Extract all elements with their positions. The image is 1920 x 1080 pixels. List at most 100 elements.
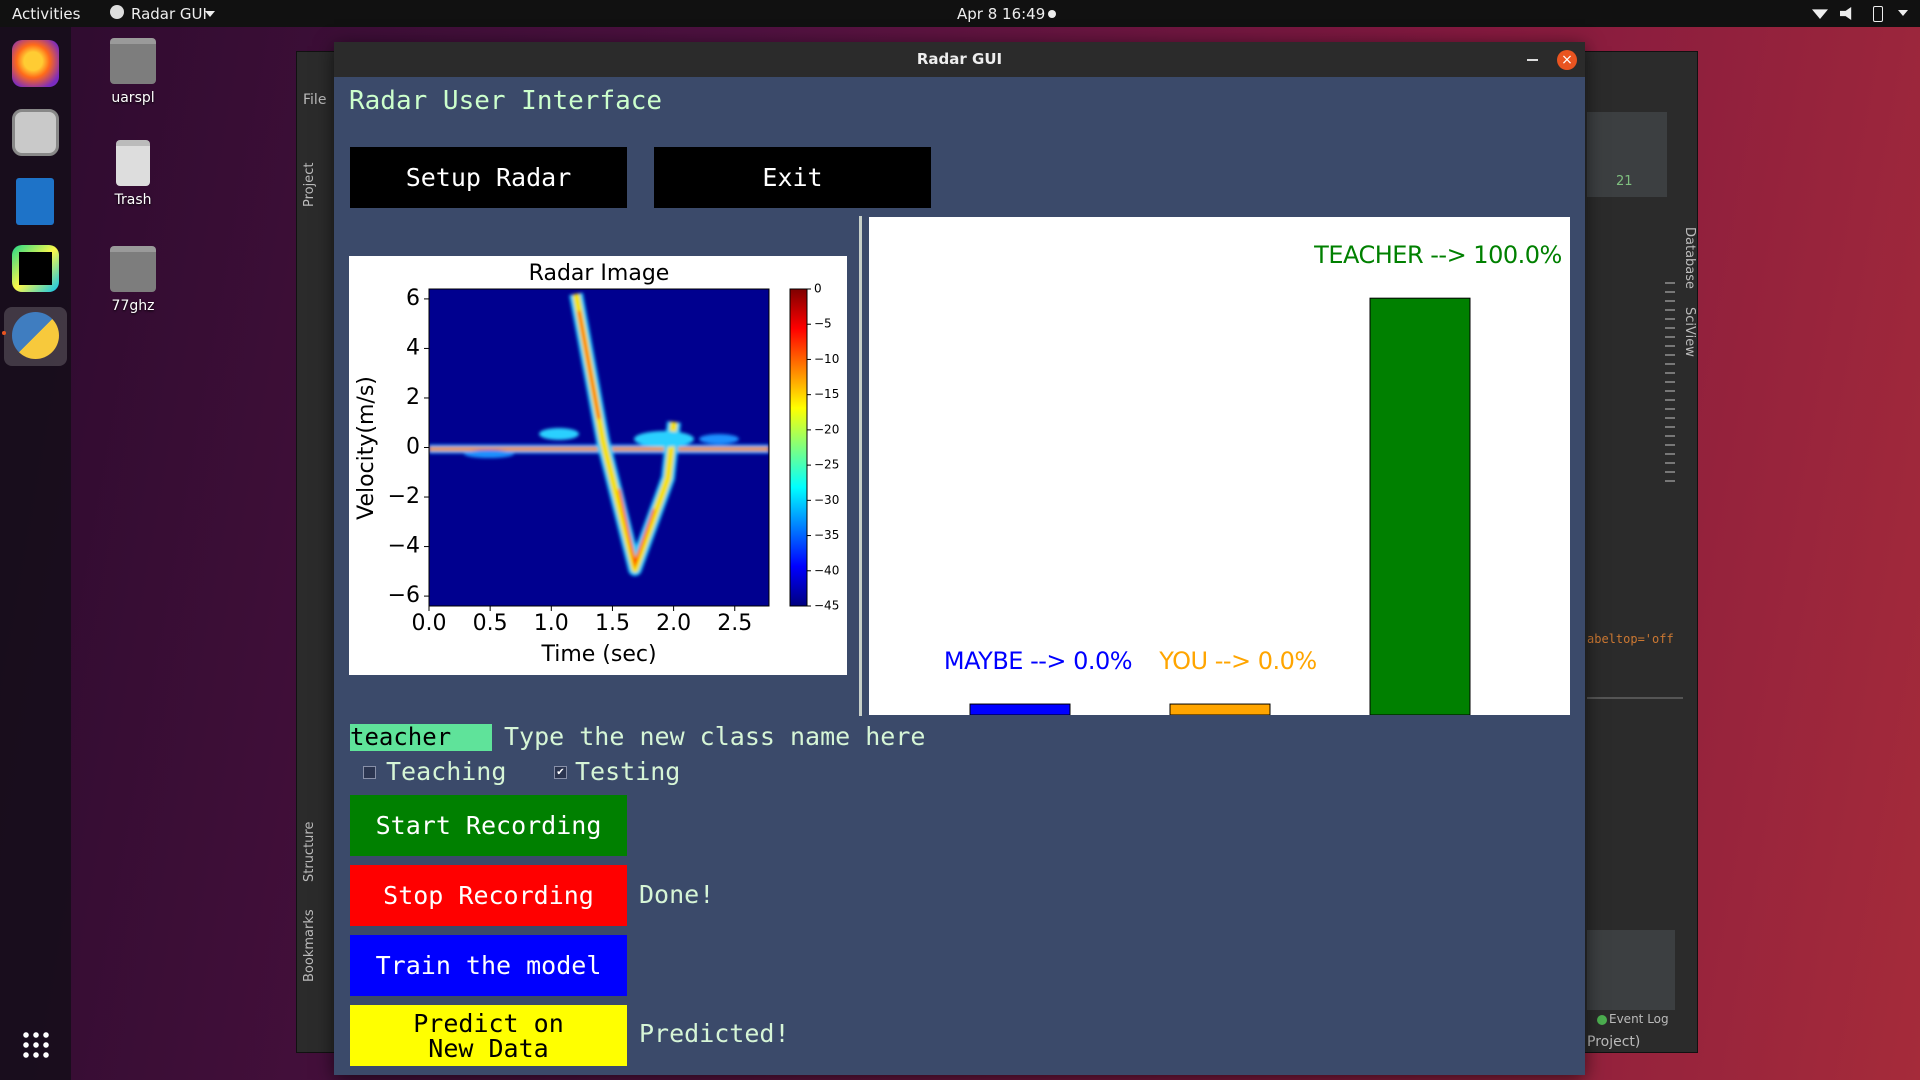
firefox-icon[interactable]	[12, 40, 59, 87]
minimize-button[interactable]	[1527, 59, 1538, 61]
teaching-checkbox[interactable]	[363, 766, 376, 779]
bar-label: MAYBE --> 0.0%	[944, 647, 1132, 675]
x-tick-label: 2.5	[717, 611, 752, 636]
colorbar-tick-label: −5	[814, 317, 832, 331]
running-indicator	[2, 331, 6, 335]
clock[interactable]: Apr 8 16:49	[957, 5, 1046, 23]
ide-side-tab[interactable]: SciView	[1682, 307, 1697, 357]
y-axis-label: Velocity(m/s)	[354, 376, 379, 520]
icon-label: uarspl	[111, 90, 155, 106]
files-icon[interactable]	[12, 109, 59, 156]
signal-speckle	[699, 434, 739, 444]
event-log-icon	[1597, 1015, 1607, 1025]
button-line: New Data	[428, 1033, 549, 1063]
x-tick-label: 1.0	[534, 611, 569, 636]
setup-radar-button[interactable]: Setup Radar	[350, 147, 627, 208]
x-tick-label: 2.0	[656, 611, 691, 636]
x-tick-label: 0.0	[412, 611, 447, 636]
icon-label: 77ghz	[111, 298, 155, 314]
show-apps-button[interactable]	[21, 1030, 51, 1060]
app-heading: Radar User Interface	[349, 86, 663, 116]
colorbar-tick-label: −20	[814, 422, 839, 436]
ide-side-tab[interactable]: Project	[302, 162, 317, 207]
checkbox-label[interactable]: Teaching	[386, 757, 507, 786]
problems-count: 21	[1616, 174, 1633, 189]
radar-image-panel: Radar Image Time (sec) Velocity(m/s) 0.0…	[349, 256, 847, 675]
class-name-entry[interactable]: teacher	[350, 724, 492, 751]
panel-separator	[859, 216, 862, 716]
prediction-chart: MAYBE --> 0.0% YOU --> 0.0% TEACHER --> 10…	[869, 217, 1570, 715]
predict-button[interactable]: Predict on New Data	[350, 1005, 627, 1066]
writer-icon[interactable]	[16, 178, 54, 225]
ide-panel	[1587, 930, 1675, 1010]
checkbox-label[interactable]: Testing	[575, 757, 681, 786]
check-mark: ✔	[556, 767, 565, 778]
y-tick-label: 4	[406, 335, 420, 360]
spectrogram-signal	[429, 292, 769, 576]
activities-button[interactable]: Activities	[12, 5, 81, 23]
folder-glyph	[110, 246, 156, 292]
app-menu[interactable]: Radar GUI	[131, 5, 207, 23]
testing-checkbox[interactable]: ✔	[554, 766, 567, 779]
wifi-icon[interactable]	[1812, 9, 1828, 19]
signal-speckle	[539, 428, 579, 440]
volume-icon[interactable]	[1840, 7, 1852, 20]
code-fragment: abeltop='off	[1587, 632, 1674, 646]
y-tick-label: −2	[388, 484, 420, 509]
colorbar-tick-label: −10	[814, 352, 839, 366]
python-icon[interactable]	[12, 312, 59, 359]
folder-glyph	[110, 38, 156, 84]
stop-status: Done!	[639, 880, 715, 909]
colorbar-tick-label: 0	[814, 282, 822, 296]
stop-recording-button[interactable]: Stop Recording	[350, 865, 627, 926]
train-model-button[interactable]: Train the model	[350, 935, 627, 996]
bar-label: YOU --> 0.0%	[1158, 647, 1316, 675]
pycharm-icon[interactable]	[12, 245, 59, 292]
ide-toolbar	[1587, 112, 1667, 197]
system-menu-arrow[interactable]	[1898, 10, 1908, 16]
signal-speckle	[464, 450, 514, 458]
signal-core	[577, 310, 656, 569]
close-button[interactable]: ×	[1557, 50, 1577, 70]
y-tick-label: 2	[406, 385, 420, 410]
start-recording-button[interactable]: Start Recording	[350, 795, 627, 856]
class-name-hint: Type the new class name here	[504, 722, 926, 751]
window-title-bar: Radar GUI	[334, 42, 1585, 77]
colorbar-tick-label: −15	[814, 387, 839, 401]
ide-divider	[1587, 697, 1683, 699]
ide-side-tab[interactable]: Structure	[302, 821, 317, 882]
colorbar-tick-label: −35	[814, 528, 839, 542]
bar	[1369, 297, 1471, 715]
x-axis-label: Time (sec)	[540, 642, 656, 667]
signal-speckle	[634, 431, 694, 447]
y-tick-label: −6	[388, 583, 420, 608]
bar	[1169, 703, 1271, 715]
x-tick-label: 0.5	[473, 611, 508, 636]
pycharm-logo	[19, 252, 52, 285]
desktop-icon[interactable]: uarspl	[73, 38, 193, 106]
y-tick-label: −4	[388, 534, 420, 559]
radar-window: Radar GUI × Radar User Interface Setup R…	[334, 42, 1585, 1075]
window-title: Radar GUI	[916, 50, 1003, 68]
spectrogram-image	[429, 289, 769, 606]
desktop-icon[interactable]: Trash	[73, 140, 193, 208]
y-tick-label: 0	[406, 435, 420, 460]
status-fragment: Project)	[1587, 1034, 1641, 1050]
trash-glyph	[116, 140, 150, 186]
x-tick-label: 1.5	[595, 611, 630, 636]
app-icon	[110, 5, 124, 19]
battery-icon[interactable]	[1873, 6, 1883, 22]
icon-label: Trash	[114, 192, 152, 208]
top-bar: Activities Radar GUI Apr 8 16:49	[0, 0, 1920, 27]
event-log[interactable]: Event Log	[1609, 1012, 1669, 1026]
ide-side-tab[interactable]: Bookmarks	[302, 909, 317, 982]
bar-label: TEACHER --> 100.0%	[1313, 241, 1562, 269]
exit-button[interactable]: Exit	[654, 147, 931, 208]
desktop-icon[interactable]: 77ghz	[73, 246, 193, 314]
colorbar	[789, 288, 808, 607]
colorbar-tick-label: −25	[814, 458, 839, 472]
dock	[0, 27, 71, 1080]
ide-menu[interactable]: File	[303, 92, 327, 108]
ide-side-tab[interactable]: Database	[1682, 227, 1697, 290]
